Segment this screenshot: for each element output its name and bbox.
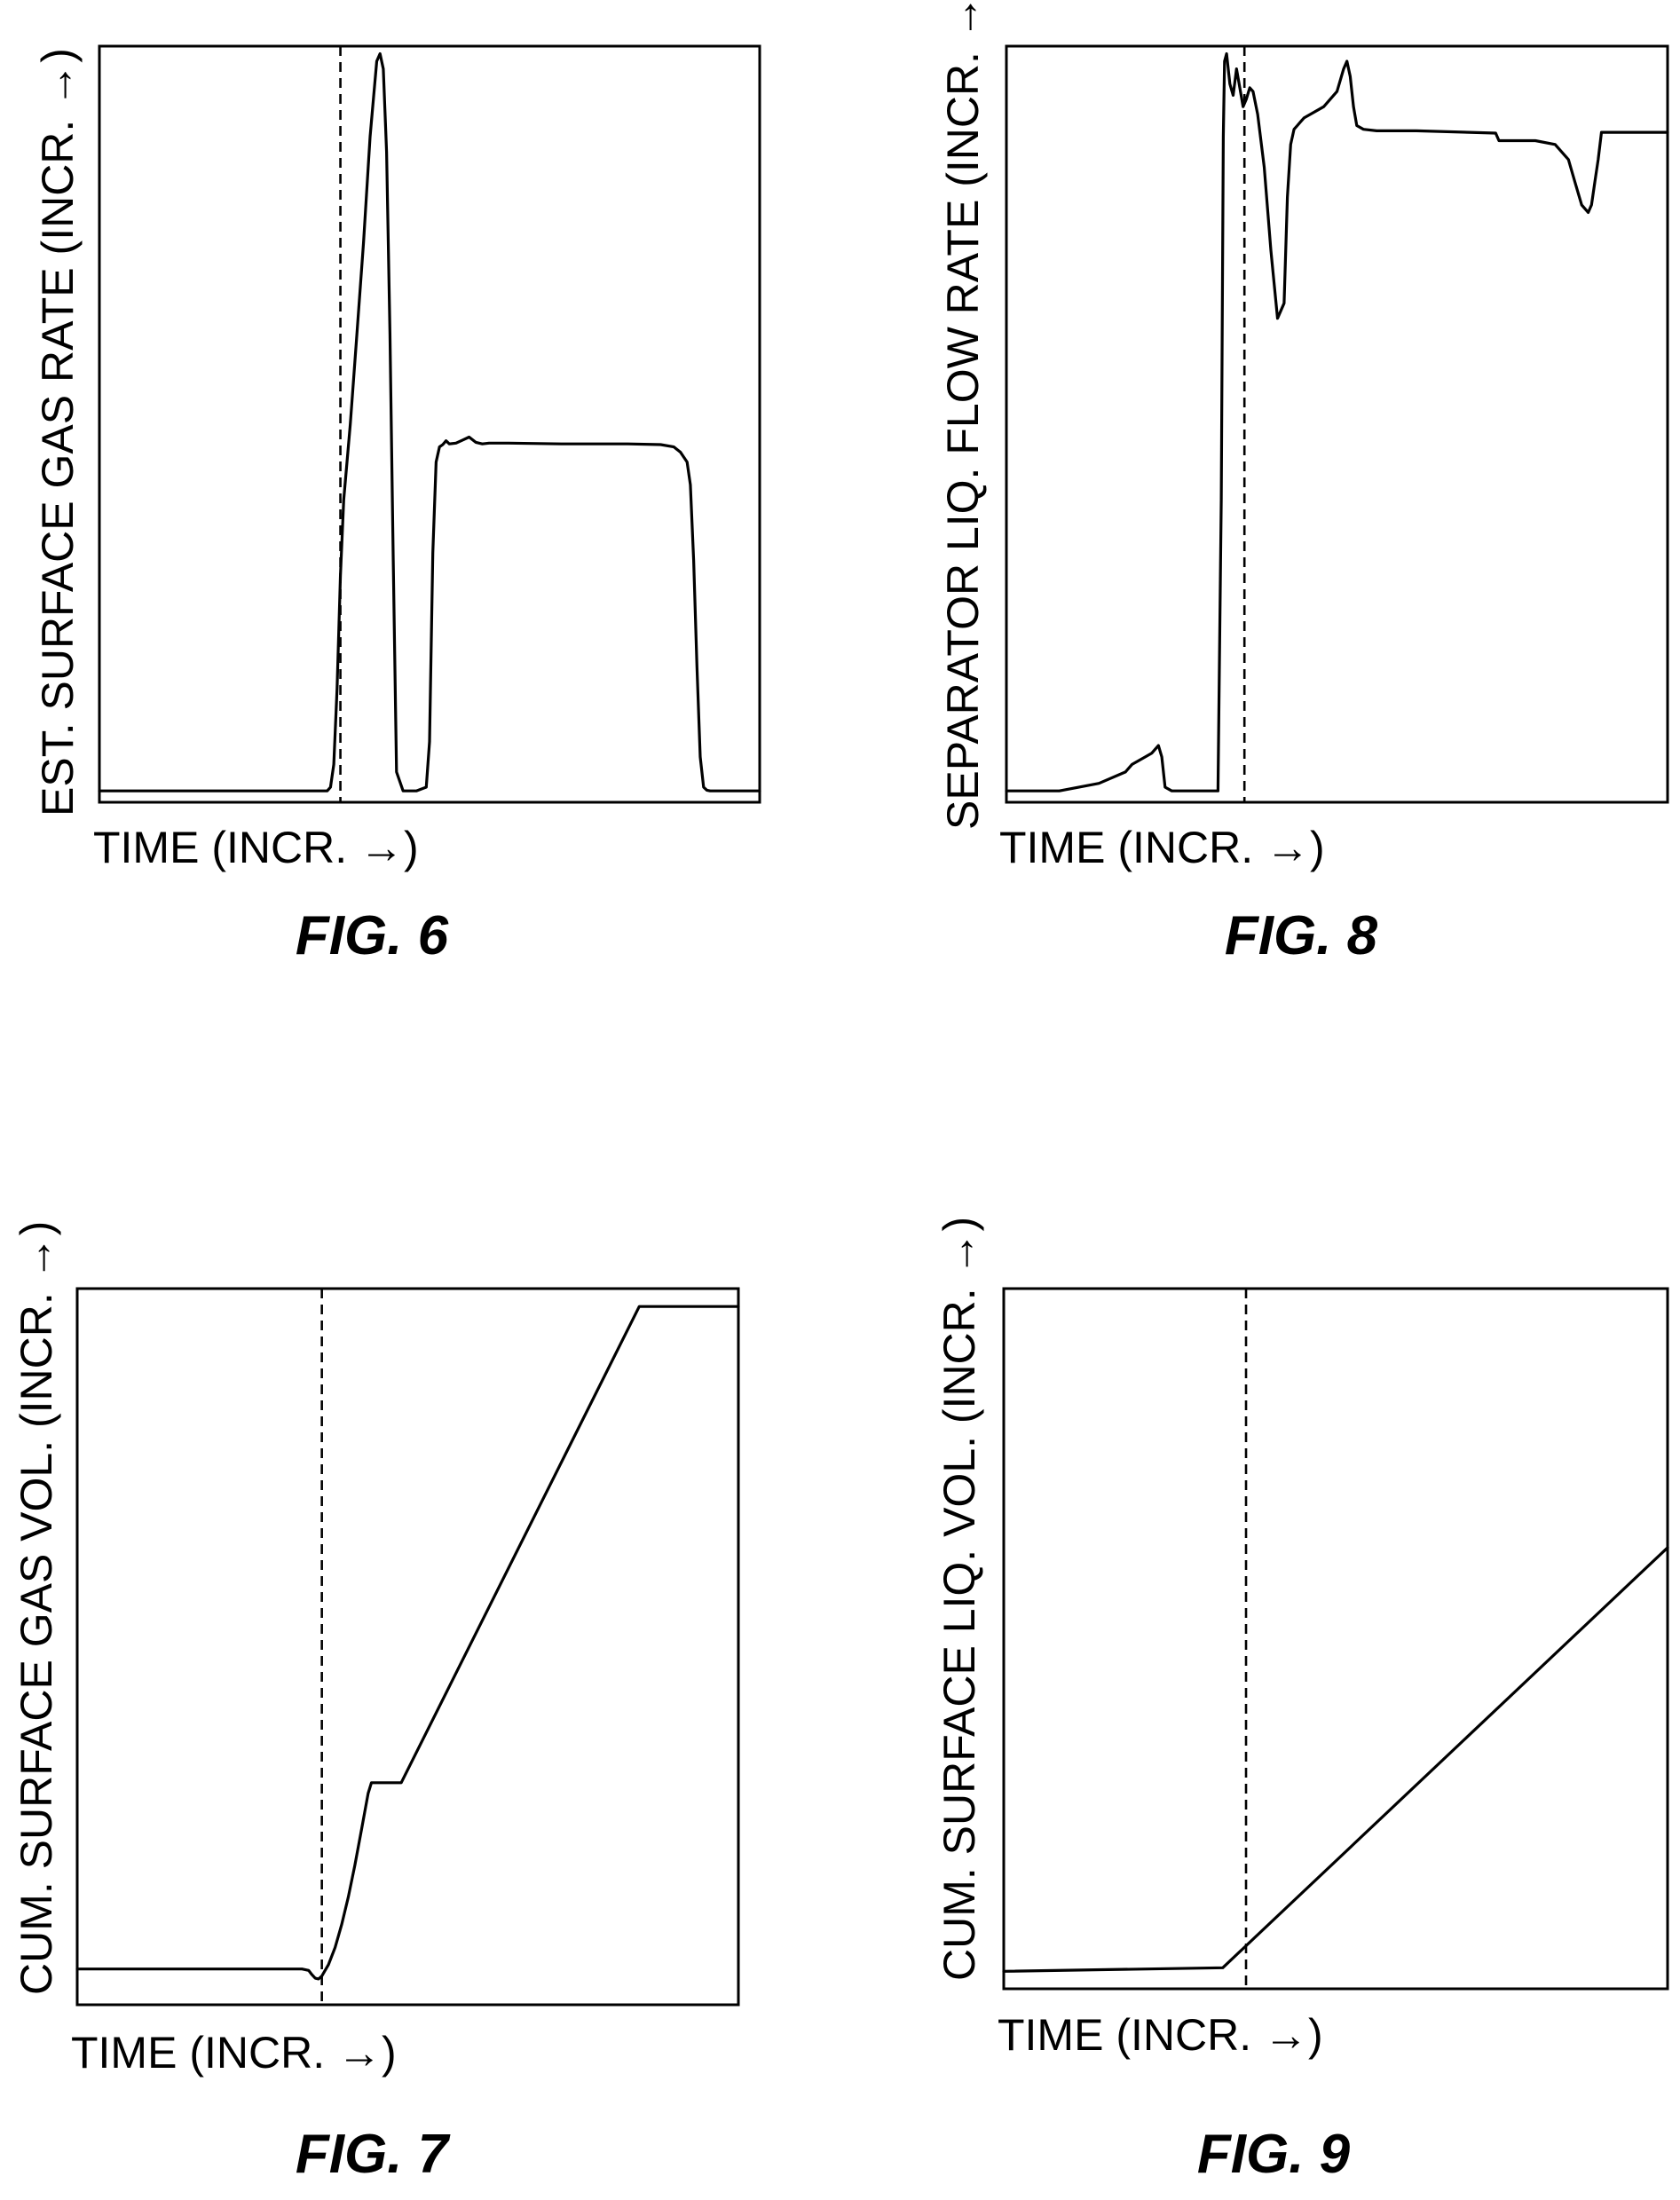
fig7-chart: CUM. SURFACE GAS VOL. (INCR. →) TIME (IN… xyxy=(12,1221,740,2185)
fig8-plot-frame xyxy=(1005,44,1669,804)
fig7-series-line xyxy=(75,1305,740,1981)
fig6-x-axis-label: TIME (INCR. →) xyxy=(93,823,419,872)
fig6-caption: FIG. 6 xyxy=(296,905,449,966)
fig7-x-axis-label: TIME (INCR. →) xyxy=(71,2028,397,2078)
fig8-caption: FIG. 8 xyxy=(1225,905,1378,966)
fig8-series-line xyxy=(1005,51,1669,792)
fig9-caption: FIG. 9 xyxy=(1197,2124,1351,2185)
fig8-chart: SEPARATOR LIQ. FLOW RATE (INCR. →) TIME … xyxy=(938,0,1669,966)
fig8-y-axis-label: SEPARATOR LIQ. FLOW RATE (INCR. →) xyxy=(938,0,988,830)
fig9-x-axis-label: TIME (INCR. →) xyxy=(998,2010,1323,2060)
fig6-chart: EST. SURFACE GAS RATE (INCR. →) TIME (IN… xyxy=(33,44,761,966)
fig9-chart: CUM. SURFACE LIQ. VOL. (INCR. →) TIME (I… xyxy=(935,1217,1669,2185)
fig9-series-line xyxy=(1002,1546,1669,1973)
fig7-y-axis-label: CUM. SURFACE GAS VOL. (INCR. →) xyxy=(12,1221,61,1995)
fig6-plot-frame xyxy=(98,44,761,804)
fig9-y-axis-label: CUM. SURFACE LIQ. VOL. (INCR. →) xyxy=(935,1217,984,1981)
fig8-x-axis-label: TIME (INCR. →) xyxy=(999,823,1325,872)
fig6-series-line xyxy=(98,51,761,792)
fig7-plot-frame xyxy=(75,1287,740,2007)
fig7-caption: FIG. 7 xyxy=(296,2124,451,2185)
fig9-plot-frame xyxy=(1002,1287,1669,1991)
fig6-y-axis-label: EST. SURFACE GAS RATE (INCR. →) xyxy=(33,48,83,816)
